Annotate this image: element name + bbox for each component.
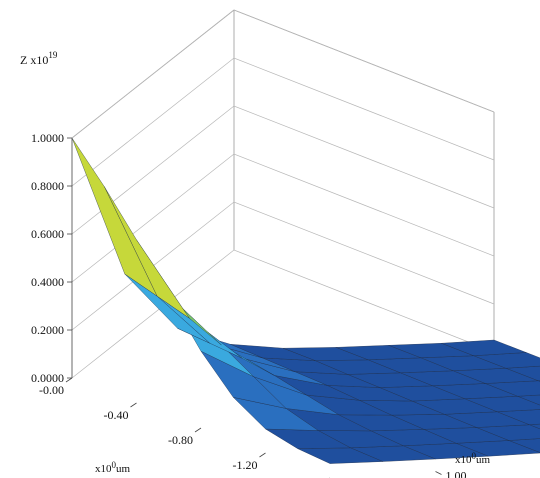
z-gridline xyxy=(71,249,495,379)
z-gridline xyxy=(71,201,495,331)
z-tick-label: 0.6000 xyxy=(31,227,64,241)
x-tick-label: -0.40 xyxy=(104,408,129,422)
z-tick-label: 0.0000 xyxy=(31,371,64,385)
x-tick xyxy=(130,402,137,408)
x-tick xyxy=(194,427,202,433)
x-tick-label: -0.00 xyxy=(39,383,64,397)
z-gridline xyxy=(71,9,495,139)
x-tick-label: -1.20 xyxy=(233,458,258,472)
x-tick xyxy=(65,377,73,383)
y-axis-label: x100um xyxy=(455,451,491,466)
y-tick xyxy=(435,471,442,475)
surface-cell xyxy=(71,137,158,297)
z-gridline xyxy=(71,57,495,187)
axes: 0.0000 0.2000 0.4000 0.6000 0.8000 1.0000 -0.0… xyxy=(31,131,467,478)
surface-cell xyxy=(124,273,210,344)
z-axis-label: Z x1019 xyxy=(20,50,58,67)
z-tick-label: 0.2000 xyxy=(31,323,64,337)
x-axis-label: x100um xyxy=(95,460,131,475)
z-tick-label: 0.8000 xyxy=(31,179,64,193)
z-tick-label: 1.0000 xyxy=(31,131,64,145)
back-walls xyxy=(71,9,495,379)
x-tick xyxy=(259,452,266,458)
z-gridline xyxy=(71,105,495,235)
z-tick-label: 0.4000 xyxy=(31,275,64,289)
surface-mesh xyxy=(71,137,540,464)
y-tick-label: 1.00 xyxy=(446,469,467,478)
x-tick-label: -0.80 xyxy=(168,433,193,447)
